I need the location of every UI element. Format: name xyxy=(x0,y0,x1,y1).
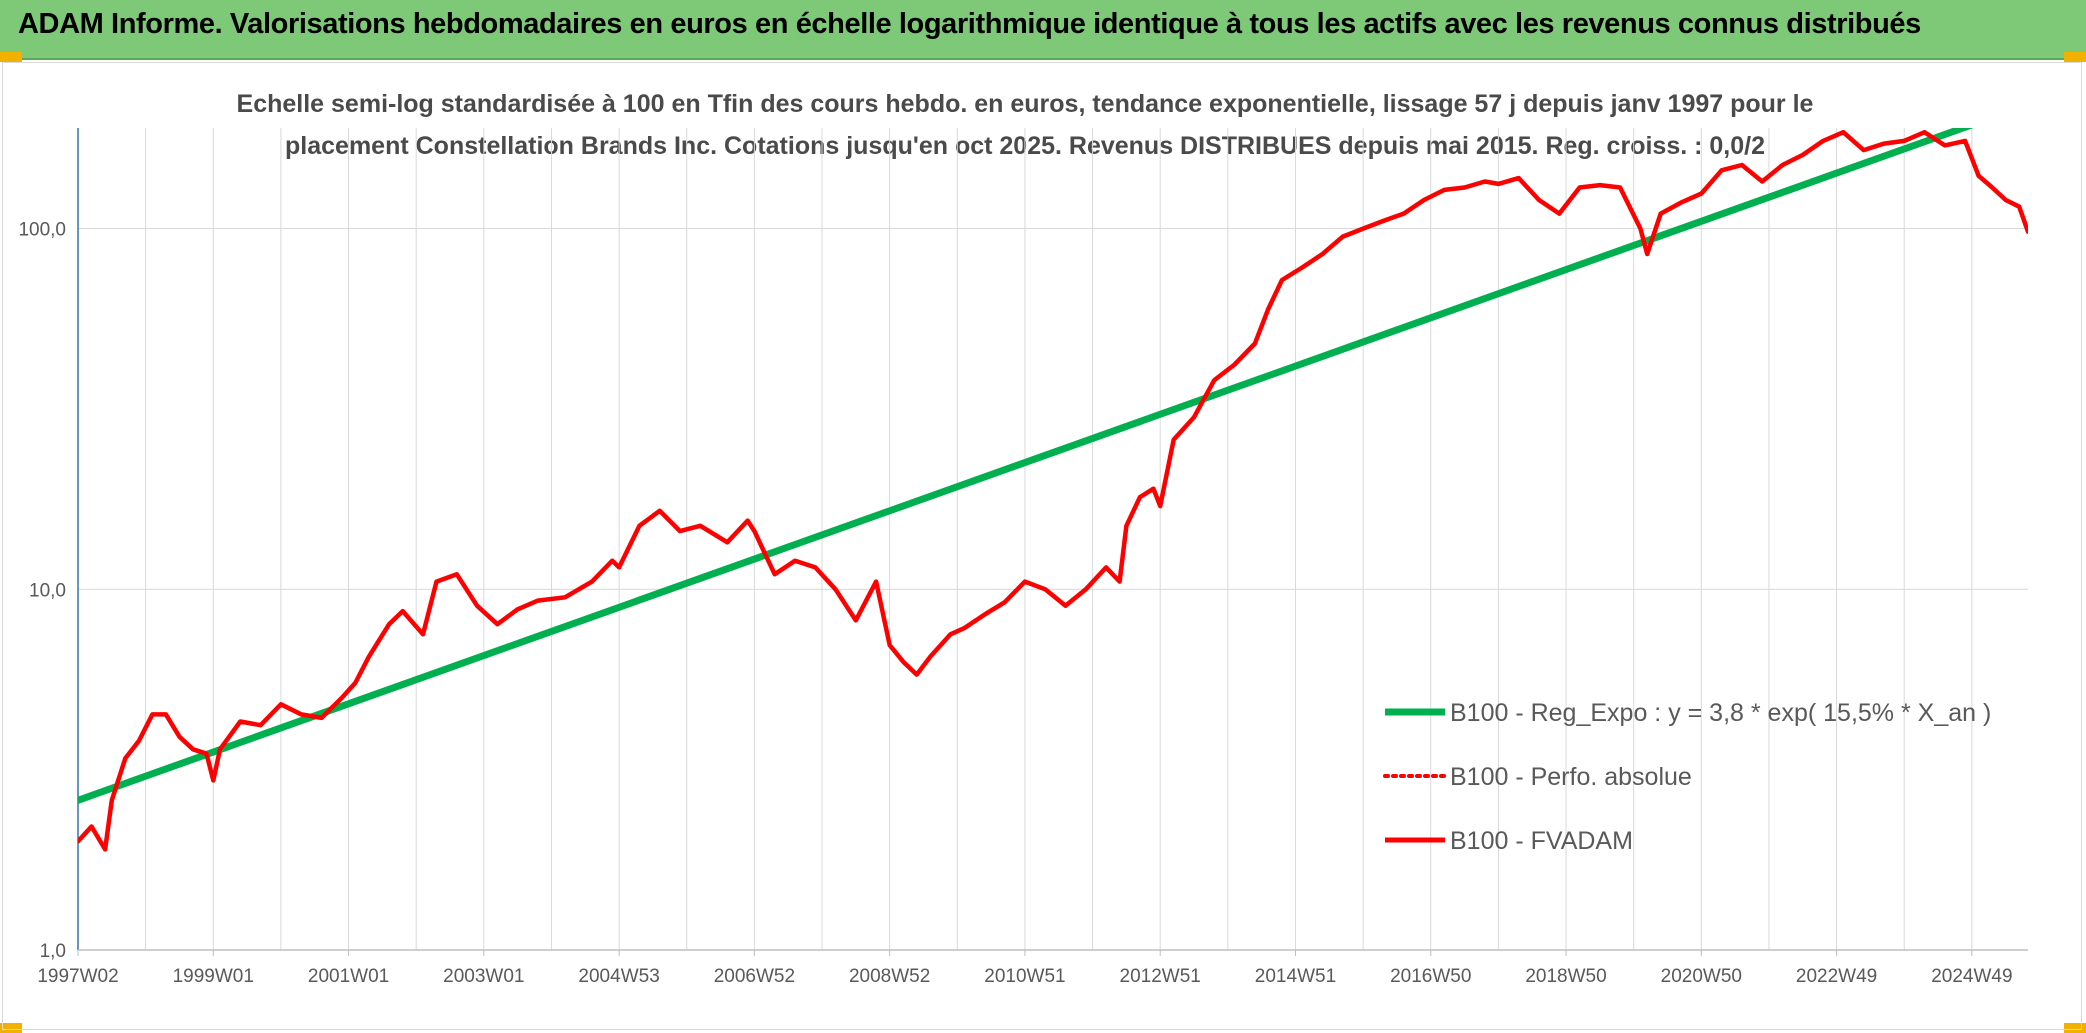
x-tick-label: 2012W51 xyxy=(1120,966,1201,987)
x-tick-label: 2018W50 xyxy=(1525,966,1606,987)
y-tick-label: 1,0 xyxy=(40,941,66,962)
chart-frame xyxy=(2,62,2082,1030)
report-banner: ADAM Informe. Valorisations hebdomadaire… xyxy=(0,0,2086,60)
corner-accent-top-right xyxy=(2064,52,2086,62)
y-tick-label: 10,0 xyxy=(29,580,66,601)
report-title: ADAM Informe. Valorisations hebdomadaire… xyxy=(18,8,1921,40)
x-tick-label: 2010W51 xyxy=(984,966,1065,987)
corner-accent-bottom-left xyxy=(0,1023,22,1033)
x-tick-label: 2006W52 xyxy=(714,966,795,987)
chart-subtitle-line1: Echelle semi-log standardisée à 100 en T… xyxy=(236,90,1814,118)
axis-layer: 1,0 10,0 100,0 1997W02 1999W01 2001W01 2003W01… xyxy=(18,128,2028,987)
x-tick-label: 1999W01 xyxy=(173,966,254,987)
x-tick-label: 2016W50 xyxy=(1390,966,1471,987)
x-tick-label: 2008W52 xyxy=(849,966,930,987)
x-tick-label: 2022W49 xyxy=(1796,966,1877,987)
legend-label: B100 - Perfo. absolue xyxy=(1450,763,1692,791)
regression-line xyxy=(78,128,1974,804)
fvadam-line xyxy=(78,129,2028,852)
x-tick-label: 2004W53 xyxy=(578,966,659,987)
x-tick-label: 1997W02 xyxy=(37,966,118,987)
grid-layer xyxy=(78,128,2028,951)
legend-label: B100 - Reg_Expo : y = 3,8 * exp( 15,5% *… xyxy=(1450,699,1991,727)
corner-accent-bottom-right xyxy=(2064,1023,2086,1033)
corner-accent-top-left xyxy=(0,52,22,62)
x-tick-label: 2003W01 xyxy=(443,966,524,987)
legend-label: B100 - FVADAM xyxy=(1450,827,1633,855)
x-tick-label: 2024W49 xyxy=(1931,966,2012,987)
series-layer xyxy=(78,128,2028,852)
chart-legend: B100 - Reg_Expo : y = 3,8 * exp( 15,5% *… xyxy=(1383,699,1991,855)
x-tick-label: 2020W50 xyxy=(1661,966,1742,987)
x-tick-label: 2001W01 xyxy=(308,966,389,987)
x-tick-label: 2014W51 xyxy=(1255,966,1336,987)
y-tick-label: 100,0 xyxy=(18,220,66,241)
